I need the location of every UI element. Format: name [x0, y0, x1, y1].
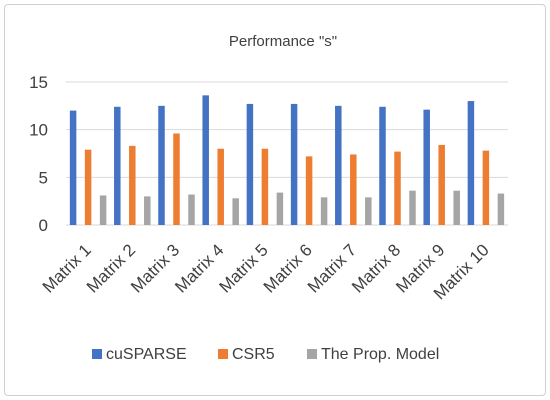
bar-csr5 [305, 156, 313, 225]
bar-cusparse [379, 106, 386, 225]
x-tick-label: Matrix 3 [127, 240, 183, 296]
y-axis: 0 5 10 15 [29, 73, 48, 235]
bar-csr5 [84, 149, 92, 225]
legend-swatch [218, 349, 228, 359]
bar-the-prop-model [276, 192, 284, 225]
bar-cusparse [467, 101, 475, 225]
gridlines [66, 81, 508, 226]
bar-cusparse [290, 103, 298, 225]
bar-cusparse [335, 105, 342, 225]
bar-the-prop-model [453, 190, 460, 225]
bar-csr5 [129, 145, 136, 225]
bar-csr5 [438, 144, 445, 225]
bar-the-prop-model [99, 195, 107, 225]
bar-cusparse [246, 103, 254, 225]
bar-csr5 [394, 151, 401, 225]
bar-the-prop-model [409, 190, 416, 225]
legend-swatch [92, 349, 102, 359]
y-tick-label: 5 [39, 168, 48, 187]
legend-swatch [307, 349, 317, 359]
x-tick-label: Matrix 6 [260, 240, 316, 296]
bar-the-prop-model [365, 197, 372, 225]
bar-cusparse [202, 95, 209, 225]
bar-csr5 [350, 154, 357, 225]
legend: cuSPARSE CSR5 The Prop. Model [92, 346, 439, 363]
legend-label: CSR5 [232, 346, 275, 363]
legend-label: The Prop. Model [321, 346, 439, 363]
bar-cusparse [158, 105, 165, 225]
x-tick-label: Matrix 1 [39, 240, 95, 296]
bar-csr5 [261, 148, 269, 225]
bar-the-prop-model [188, 194, 195, 225]
bars [69, 95, 505, 225]
chart-title: Performance "s" [229, 33, 337, 50]
bar-cusparse [423, 109, 430, 225]
x-tick-label: Matrix 7 [304, 240, 360, 296]
bar-csr5 [173, 133, 180, 225]
bar-the-prop-model [144, 196, 151, 225]
x-tick-label: Matrix 4 [171, 240, 227, 296]
y-tick-label: 0 [39, 216, 48, 235]
y-tick-label: 15 [29, 73, 48, 92]
bar-the-prop-model [497, 193, 505, 225]
y-tick-label: 10 [29, 121, 48, 140]
bar-csr5 [217, 148, 224, 225]
bar-cusparse [69, 110, 77, 225]
bar-cusparse [114, 106, 121, 225]
bar-the-prop-model [320, 197, 328, 225]
bar-the-prop-model [232, 198, 239, 225]
x-tick-label: Matrix 2 [83, 240, 139, 296]
legend-label: cuSPARSE [106, 346, 187, 363]
bar-csr5 [482, 150, 490, 225]
x-tick-label: Matrix 5 [216, 240, 272, 296]
x-tick-label: Matrix 8 [348, 240, 404, 296]
